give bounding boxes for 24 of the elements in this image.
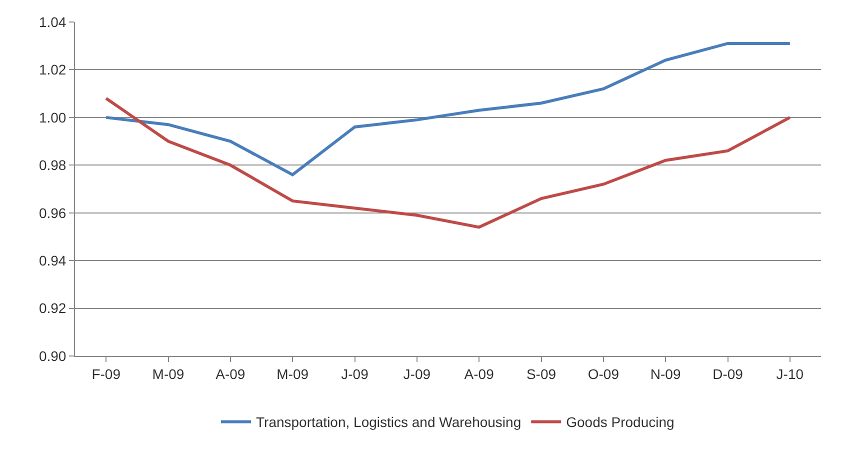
x-tick-label: D-09 (712, 366, 744, 382)
line-series (104, 42, 792, 176)
x-tick-label: S-09 (526, 366, 556, 382)
y-tick-label: 1.00 (38, 109, 66, 126)
y-tick-label: 0.96 (38, 204, 66, 221)
y-tick-label: 1.02 (38, 62, 66, 78)
legend-label: Transportation, Logistics and Warehousing (256, 414, 522, 430)
x-tick-label: O-09 (588, 366, 620, 382)
x-tick-label: A-09 (464, 366, 494, 382)
y-tick-label: 1.04 (38, 14, 66, 30)
legend-label: Goods Producing (566, 414, 674, 430)
x-tick-label: J-10 (776, 366, 804, 382)
y-tick-label: 0.98 (38, 157, 66, 174)
y-tick-label: 0.90 (38, 348, 66, 364)
y-tick-label: 0.94 (38, 252, 66, 268)
x-tick-label: M-09 (152, 366, 184, 382)
x-tick-label: N-09 (650, 366, 681, 382)
x-tick-label: M-09 (276, 366, 309, 382)
x-tick-label: A-09 (216, 366, 246, 382)
line-series (104, 96, 792, 229)
x-tick-label: J-09 (341, 366, 369, 382)
y-tick-label: 0.92 (38, 300, 66, 316)
x-tick-label: F-09 (92, 366, 121, 382)
x-tick-label: J-09 (403, 366, 431, 382)
